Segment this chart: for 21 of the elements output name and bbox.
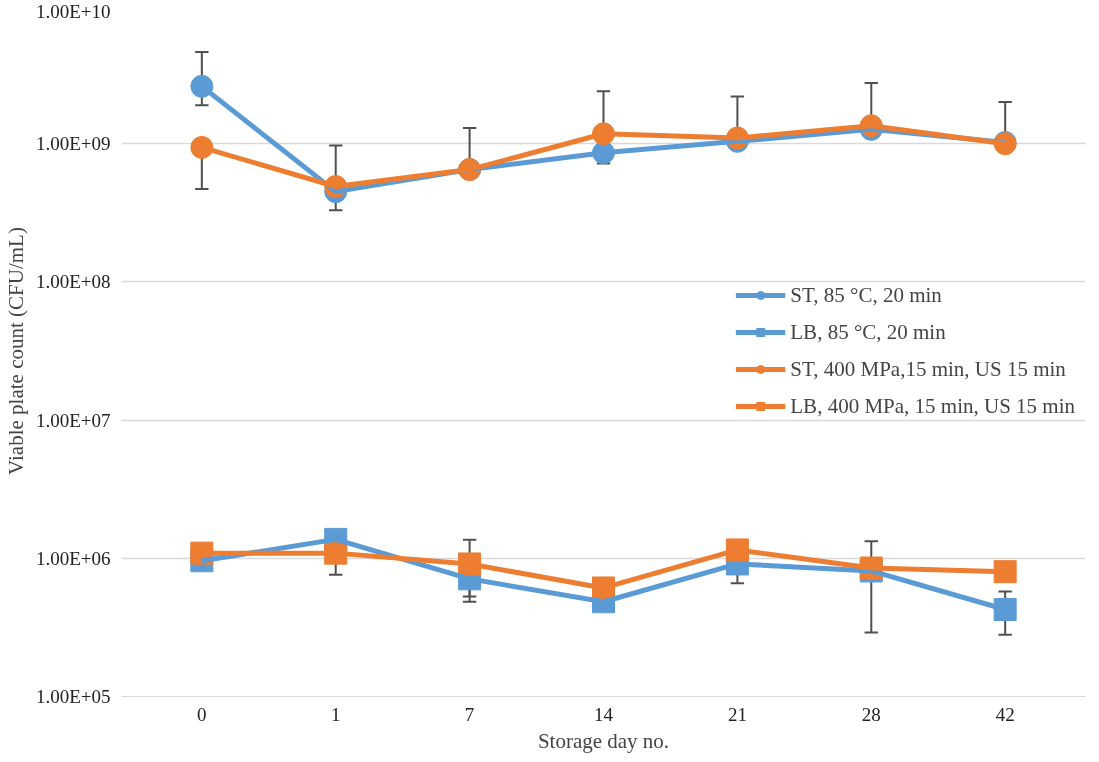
y-tick-label: 1.00E+08 [35,271,111,293]
x-tick-label: 14 [594,703,614,725]
y-tick-label: 1.00E+06 [35,547,111,569]
y-tick-label: 1.00E+07 [35,409,111,431]
legend-label: LB, 85 °C, 20 min [790,319,946,345]
point [190,135,214,159]
x-tick-label: 42 [995,703,1015,725]
x-tick-label: 21 [727,703,747,725]
x-tick-label: 1 [330,703,341,725]
y-tick-label: 1.00E+05 [35,686,111,707]
legend-label: LB, 400 MPa, 15 min, US 15 min [790,393,1075,419]
legend-label: ST, 85 °C, 20 min [790,282,942,308]
legend-label: ST, 400 MPa,15 min, US 15 min [790,356,1066,382]
x-tick-label: 7 [464,703,475,725]
y-tick-label: 1.00E+09 [35,133,111,155]
x-tick-label: 28 [861,703,881,725]
x-tick-label: 0 [197,703,207,725]
x-axis-title: Storage day no. [537,728,670,753]
point [993,560,1017,584]
y-tick-label: 1.00E+10 [35,0,111,22]
y-axis-title: Viable plate count (CFU/mL) [3,227,28,475]
